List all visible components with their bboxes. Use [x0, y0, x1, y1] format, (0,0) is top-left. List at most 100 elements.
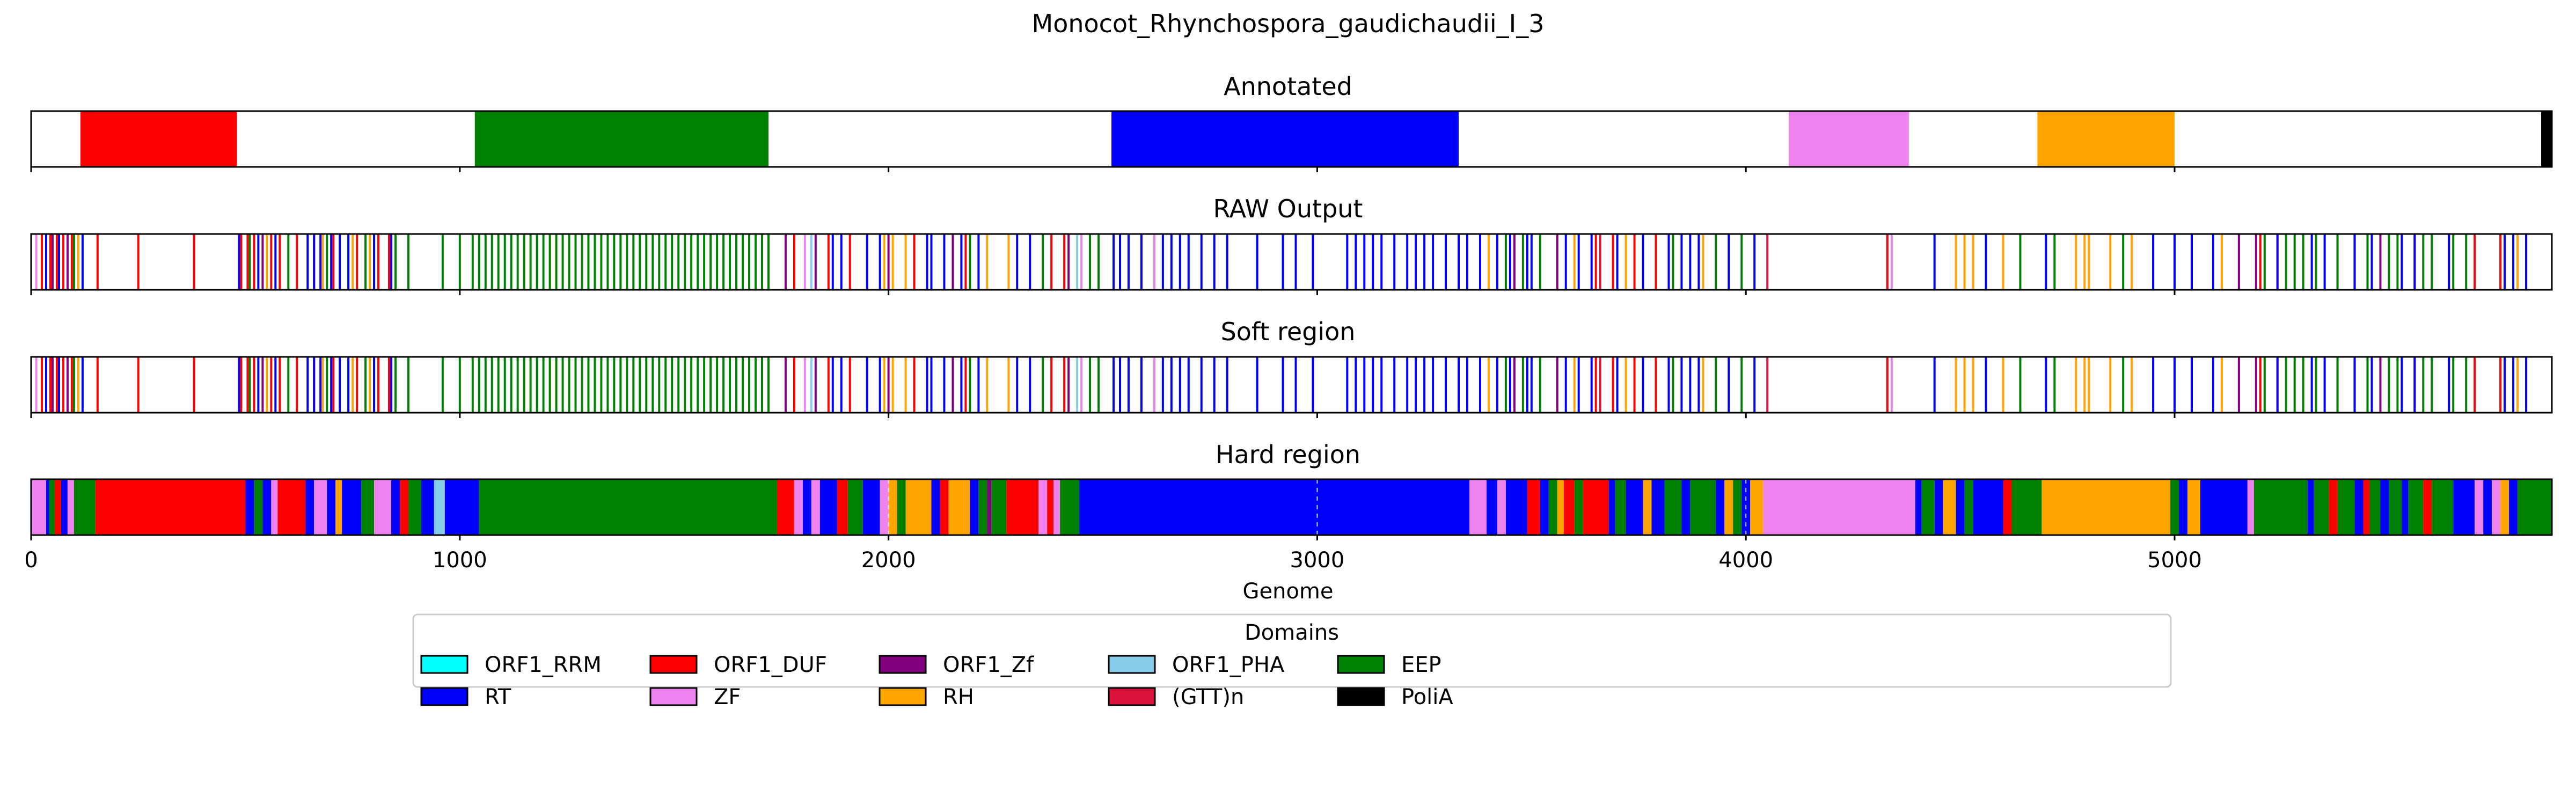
segment-EEP — [479, 479, 777, 535]
legend-swatch — [420, 655, 469, 674]
segment-RT — [802, 479, 811, 535]
segment-RH — [1557, 479, 1564, 535]
segment-ORF1_DUF — [2363, 479, 2370, 535]
segment-ORF1_DUF — [837, 479, 848, 535]
legend-label: ORF1_RRM — [485, 653, 602, 677]
legend-frame — [412, 613, 2172, 688]
segment-ORF1_DUF — [1047, 479, 1054, 535]
figure-title: Monocot_Rhynchospora_gaudichaudii_I_3 — [1032, 9, 1545, 38]
segment-EEP — [1964, 479, 1973, 535]
segment-RT — [1608, 479, 1615, 535]
legend-swatch — [1108, 655, 1156, 674]
panel-frame — [30, 110, 2553, 168]
panel-title-raw-output: RAW Output — [1213, 194, 1363, 223]
segment-ZF — [811, 479, 820, 535]
segment-EEP — [361, 479, 375, 535]
segment-EEP — [49, 479, 55, 535]
segment-ZF — [374, 479, 391, 535]
segment-RT — [2483, 479, 2492, 535]
legend-label: ORF1_PHA — [1172, 653, 1285, 677]
segment-ORF1_DUF — [1583, 479, 1609, 535]
legend-label: ORF1_DUF — [714, 653, 827, 677]
segment-RT — [2307, 479, 2314, 535]
panel-title-soft-region: Soft region — [1221, 317, 1356, 346]
legend-entries: ORF1_RRM ORF1_DUF ORF1_Zf ORF1_PHA EEP RT ZF RH… — [420, 653, 1453, 709]
segment-EEP — [1615, 479, 1626, 535]
segment-ORF1_DUF — [2003, 479, 2012, 535]
legend-entry: RT — [420, 685, 511, 709]
legend-title: Domains — [1245, 620, 1339, 645]
segment-EEP — [474, 111, 769, 167]
segment-EEP — [2518, 479, 2552, 535]
segment-EEP — [74, 479, 96, 535]
segment-ZF — [1469, 479, 1487, 535]
panel-frame — [30, 478, 2553, 536]
segment-RT — [931, 479, 940, 535]
segment-ZF — [31, 479, 46, 535]
segment-EEP — [2253, 479, 2308, 535]
segment-RT — [391, 479, 400, 535]
segment-RT — [970, 479, 979, 535]
segment-RH — [1943, 479, 1956, 535]
segment-EEP — [1060, 479, 1080, 535]
segment-RT — [819, 479, 837, 535]
segment-RT — [1505, 479, 1527, 535]
segment-EEP — [1664, 479, 1682, 535]
segment-EEP — [2314, 479, 2329, 535]
segment-EEP — [1548, 479, 1557, 535]
segment-ORF1_DUF — [940, 479, 949, 535]
legend: Domains ORF1_RRM ORF1_DUF ORF1_Zf ORF1_PHA E… — [412, 613, 2172, 709]
segment-RT — [1956, 479, 1965, 535]
legend-label: ORF1_Zf — [943, 653, 1034, 677]
legend-entry: ZF — [649, 685, 741, 709]
legend-entry: PoliA — [1337, 685, 1453, 709]
segment-ZF — [1038, 479, 1048, 535]
segment-RT — [245, 479, 254, 535]
segment-RT — [1626, 479, 1643, 535]
segment-RT — [1681, 479, 1690, 535]
panel-soft-region: Soft region — [30, 317, 2553, 418]
segment-ZF — [271, 479, 278, 535]
segment-RT — [2354, 479, 2363, 535]
segment-ORF1_DUF — [2329, 479, 2338, 535]
segment-ORF1_DUF — [777, 479, 794, 535]
segment-RT — [1716, 479, 1725, 535]
legend-entry: ORF1_PHA — [1108, 653, 1285, 677]
segment-RH — [948, 479, 970, 535]
legend-entry: ORF1_Zf — [879, 653, 1034, 677]
legend-swatch — [649, 655, 698, 674]
segment-ORF1_DUF — [1563, 479, 1575, 535]
legend-entry: EEP — [1337, 653, 1441, 677]
segment-EEP — [2389, 479, 2402, 535]
segment-EEP — [2369, 479, 2381, 535]
segment-RT — [1651, 479, 1665, 535]
x-axis-label: Genome — [1242, 579, 1333, 604]
segment-EEP — [1574, 479, 1583, 535]
segment-RT — [2179, 479, 2188, 535]
segment-EEP — [1690, 479, 1716, 535]
segment-ZF — [880, 479, 889, 535]
segment-RH — [2187, 479, 2200, 535]
legend-entry: (GTT)n — [1108, 685, 1244, 709]
segment-RT — [61, 479, 68, 535]
segment-EEP — [897, 479, 906, 535]
segment-ORF1_DUF — [95, 479, 246, 535]
segment-RT — [327, 479, 336, 535]
x-tick-label: 5000 — [2147, 548, 2202, 573]
legend-entry: ORF1_DUF — [649, 653, 827, 677]
segment-ZF — [2475, 479, 2484, 535]
segment-ZF — [67, 479, 74, 535]
segment-ZF — [1763, 479, 1915, 535]
x-tick-label: 4000 — [1718, 548, 1773, 573]
segment-RT — [305, 479, 314, 535]
panel-marks-raw-output — [30, 233, 2553, 295]
legend-entry: ORF1_RRM — [420, 653, 602, 677]
segment-RH — [2041, 479, 2171, 535]
segment-PoliA — [2541, 111, 2552, 167]
panel-hard-region: Hard region — [30, 440, 2553, 540]
segment-RT — [862, 479, 880, 535]
legend-label: EEP — [1401, 653, 1441, 677]
segment-RH — [1643, 479, 1652, 535]
segment-ORF1_DUF — [2423, 479, 2432, 535]
